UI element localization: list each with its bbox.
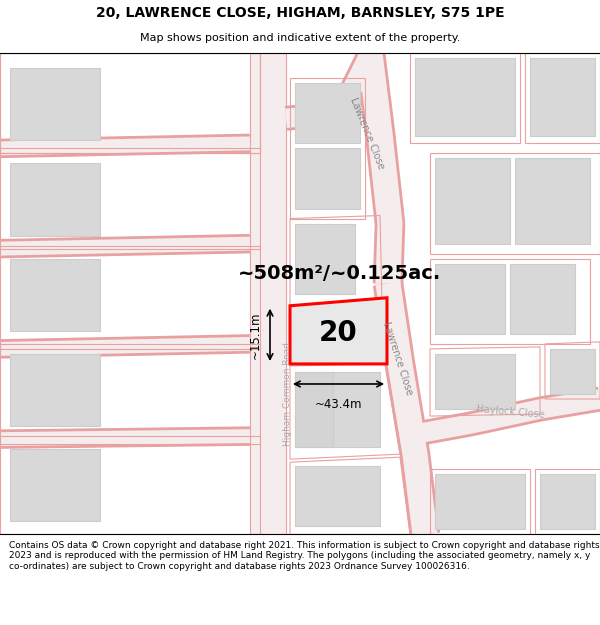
Polygon shape [295,148,360,209]
Polygon shape [530,58,595,136]
Polygon shape [295,372,380,447]
Polygon shape [295,224,355,294]
Text: Lawrence Close: Lawrence Close [348,96,386,171]
Polygon shape [290,298,387,364]
Text: Haylock Close: Haylock Close [476,404,544,420]
Text: ~508m²/~0.125ac.: ~508m²/~0.125ac. [238,264,442,283]
Polygon shape [10,68,100,141]
Polygon shape [435,158,510,244]
Text: ~15.1m: ~15.1m [249,311,262,359]
Polygon shape [435,474,525,529]
Polygon shape [10,449,100,521]
Polygon shape [510,264,575,334]
Polygon shape [353,309,383,361]
Polygon shape [550,349,595,394]
Polygon shape [515,158,590,244]
Polygon shape [10,354,100,426]
Polygon shape [415,58,515,136]
Polygon shape [540,474,595,529]
Polygon shape [10,259,100,331]
Polygon shape [293,309,348,361]
Polygon shape [250,53,286,534]
Text: 20: 20 [319,319,358,347]
Text: Map shows position and indicative extent of the property.: Map shows position and indicative extent… [140,33,460,43]
Text: ~43.4m: ~43.4m [315,398,362,411]
Polygon shape [295,83,360,143]
Polygon shape [295,372,333,447]
Text: Lawrence Close: Lawrence Close [382,321,415,397]
Text: Contains OS data © Crown copyright and database right 2021. This information is : Contains OS data © Crown copyright and d… [9,541,599,571]
Polygon shape [435,354,515,409]
Polygon shape [295,466,380,526]
Text: 20, LAWRENCE CLOSE, HIGHAM, BARNSLEY, S75 1PE: 20, LAWRENCE CLOSE, HIGHAM, BARNSLEY, S7… [95,6,505,20]
Polygon shape [10,163,100,236]
Text: Higham Common Road: Higham Common Road [284,342,293,446]
Polygon shape [435,264,505,334]
